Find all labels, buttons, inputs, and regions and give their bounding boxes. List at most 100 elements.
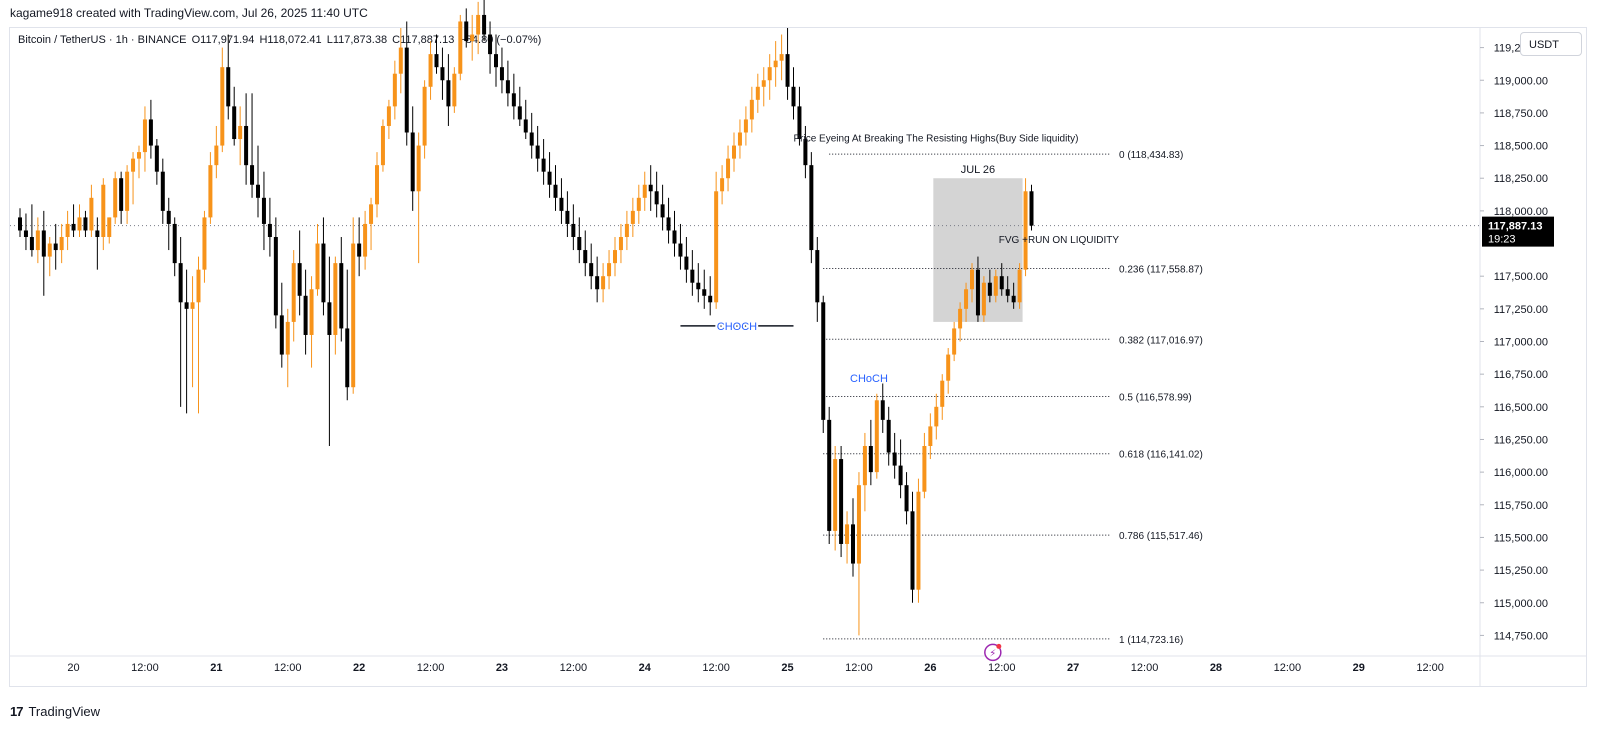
candle-body [392, 73, 397, 107]
candle-body [505, 80, 510, 94]
candle-body [386, 106, 391, 126]
candle-body [23, 230, 28, 237]
last-price-badge-bg [1482, 216, 1554, 247]
candle-body [154, 145, 159, 172]
candle-body [250, 165, 255, 185]
candle-body [630, 210, 635, 224]
candle-body [196, 269, 201, 303]
candle-body [422, 86, 427, 146]
candle-body [1023, 191, 1028, 270]
price-tick-label: 116,750.00 [1494, 369, 1548, 381]
price-tick-label: 119,000.00 [1494, 75, 1548, 87]
candle-body [523, 119, 528, 133]
candle-body [613, 250, 617, 264]
candle-body [684, 256, 689, 270]
candle-body [785, 54, 790, 87]
price-tick-label: 115,500.00 [1494, 532, 1548, 544]
price-tick-label: 117,500.00 [1494, 271, 1548, 283]
candle-body [642, 184, 647, 198]
candle-body [511, 93, 516, 107]
price-axis: 119,250.00119,000.00118,750.00118,500.00… [1480, 43, 1548, 642]
time-tick-label: 24 [639, 662, 652, 674]
candle-body [125, 171, 130, 211]
candle-body [65, 223, 70, 237]
candle-body [101, 184, 106, 237]
candle-body [624, 223, 629, 237]
candle-body [232, 106, 237, 140]
candle-body [809, 165, 814, 251]
candle-body [726, 158, 731, 179]
candle-body [892, 452, 897, 466]
candle-body [987, 282, 992, 296]
candle-body [18, 217, 22, 231]
candle-body [488, 34, 493, 55]
time-tick-label: 20 [67, 662, 79, 674]
candle-body [333, 263, 338, 335]
fib-level-label: 0.618 (116,141.02) [1119, 450, 1203, 461]
box-date-label: JUL 26 [961, 164, 995, 176]
candle-body [83, 217, 88, 231]
candle-body [767, 67, 772, 81]
candle-body [601, 276, 606, 290]
candle-body [172, 223, 177, 264]
candle-body [874, 400, 879, 473]
candle-body [1017, 269, 1022, 303]
candle-body [184, 302, 189, 309]
candle-body [928, 426, 933, 446]
candle-body [178, 263, 183, 303]
price-tick-label: 116,000.00 [1494, 467, 1548, 479]
candle-body [89, 197, 94, 231]
candle-body [357, 243, 362, 257]
candle-body [482, 14, 487, 35]
candle-body [583, 250, 588, 264]
currency-selector[interactable]: USDT [1520, 32, 1582, 56]
candle-body [517, 106, 522, 120]
candle-body [904, 485, 909, 512]
candle-body [868, 446, 873, 473]
price-tick-label: 116,500.00 [1494, 402, 1548, 414]
candle-body [839, 459, 844, 544]
candle-body [238, 125, 243, 140]
candle-body [244, 125, 249, 166]
candle-body [886, 419, 891, 453]
time-tick-label: 21 [210, 662, 222, 674]
candle-body [553, 184, 558, 198]
candle-body [993, 276, 998, 296]
ohlc-high: H118,072.41 [259, 34, 322, 46]
candle-body [464, 21, 469, 42]
event-icon-ring [984, 643, 1002, 662]
candle-body [1011, 295, 1016, 303]
ohlc-low: L117,873.38 [326, 34, 388, 46]
tradingview-footer: 17 TradingView [10, 704, 100, 719]
candle-body [339, 263, 344, 329]
fib-level-label: 1 (114,723.16) [1119, 635, 1183, 646]
candle-body [940, 380, 945, 407]
candle-body [363, 223, 368, 257]
candle-body [999, 276, 1004, 290]
candles [18, 0, 1034, 636]
candle-body [737, 132, 742, 146]
candle-body [981, 282, 986, 316]
price-tick-label: 118,250.00 [1494, 173, 1548, 185]
candle-body [369, 204, 374, 224]
candle-body [714, 191, 719, 303]
candle-body [696, 282, 701, 290]
candle-body [71, 223, 76, 231]
candle-body [958, 308, 963, 329]
time-tick-label: 12:00 [274, 662, 302, 674]
symbol-name[interactable]: Bitcoin / TetherUS · 1h · BINANCE [18, 34, 187, 46]
candle-body [946, 354, 951, 381]
candle-body [190, 302, 195, 309]
candle-body [470, 34, 475, 42]
candle-body [761, 80, 766, 87]
price-tick-label: 118,750.00 [1494, 108, 1548, 120]
price-tick-label: 115,750.00 [1494, 500, 1548, 512]
candle-body [446, 80, 451, 107]
fib-retracement: 0 (118,434.83) 0.236 (117,558.87) 0.382 (1… [823, 150, 1203, 646]
candle-body [428, 54, 433, 87]
candle-body [398, 47, 403, 74]
candle-body [494, 54, 498, 68]
candle-body [160, 171, 165, 211]
choch-label-secondary: CHoCH [850, 373, 888, 385]
